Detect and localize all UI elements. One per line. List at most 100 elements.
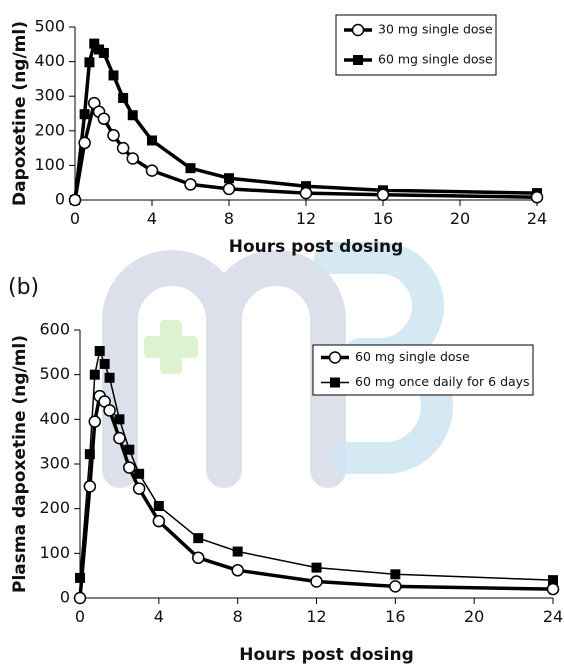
data-point [114,414,125,425]
data-point [123,461,136,474]
data-point [78,136,91,150]
y-tick-label: 0 [60,588,70,607]
legend-item: 60 mg once daily for 6 days [321,374,530,389]
chart-panel-1: 0 100 200 300 400 500 0 4 8 12 16 20 24 Hours post do… [10,14,547,257]
series-1 [68,96,544,207]
y-tick-label: 500 [34,17,65,36]
data-point [118,92,129,103]
x-tick-label: 12 [296,209,316,228]
data-point [107,129,120,142]
legend-label: 30 mg single dose [378,22,493,37]
x-tick-label: 4 [154,607,164,626]
data-point [103,404,116,417]
data-point [389,580,402,593]
data-point [75,572,85,583]
data-point [124,444,135,455]
x-tick-label: 12 [306,607,326,626]
data-point [311,562,322,573]
chart-panel-2: (b) 0 100 200 300 400 500 600 0 4 8 12 16 20 24 Hours p… [8,275,563,664]
data-point [98,47,109,58]
legend-item: 60 mg single dose [321,349,470,364]
watermark-cross-shape [144,320,198,374]
data-point [89,38,100,49]
data-point [113,431,126,445]
data-point [145,164,159,177]
data-point [376,188,390,202]
x-axis-title: Hours post dosing [239,645,414,664]
y-tick-label: 0 [55,190,65,209]
legend-marker [353,55,363,65]
data-point [530,190,544,204]
data-point [84,449,95,460]
y-tick-label: 200 [34,120,65,139]
data-point [79,109,90,120]
data-point [152,514,166,528]
legend-marker [351,23,365,37]
legend-marker [330,377,340,388]
data-point [192,551,205,565]
panel-label: (b) [8,275,39,300]
data-point [134,468,145,479]
data-point [88,415,102,428]
series-1 [73,389,560,605]
data-point [127,110,138,121]
data-point [184,178,197,191]
x-tick-label: 8 [224,209,234,228]
y-tick-label: 400 [39,409,70,428]
y-tick-label: 300 [39,454,70,473]
watermark-m-shape [102,250,346,488]
data-point [185,163,196,174]
data-point [94,345,105,356]
data-point [153,500,164,511]
data-point [222,182,236,196]
data-point [231,564,244,577]
legend-box [335,14,497,76]
legend-label: 60 mg single dose [355,349,470,364]
data-point [546,582,560,596]
data-point [116,141,130,155]
legend-label: 60 mg once daily for 6 days [355,374,530,389]
legend-label: 60 mg single dose [378,52,493,67]
legend-box [312,344,534,396]
data-point [548,575,558,586]
x-tick-label: 24 [543,607,563,626]
series-2 [75,345,558,586]
x-tick-label: 24 [527,209,547,228]
y-tick-label: 200 [39,498,70,517]
legend-item: 30 mg single dose [344,22,493,37]
data-point [132,482,146,495]
data-point [126,152,139,165]
x-tick-label: 4 [147,209,157,228]
data-point [97,112,111,125]
data-point [224,173,234,184]
legend: 60 mg single dose 60 mg once daily for 6 … [312,344,534,396]
x-tick-label: 16 [373,209,393,228]
legend-item: 60 mg single dose [344,52,493,67]
data-point [390,569,401,580]
y-tick-label: 600 [39,320,70,339]
data-point [68,193,82,207]
y-tick-label: 100 [39,543,70,562]
legend-marker [328,351,342,364]
data-point [193,533,204,544]
y-axis-title: Plasma dapoxetine (ng/ml) [10,335,30,593]
x-tick-label: 16 [385,607,405,626]
data-point [84,57,95,68]
data-point [108,70,119,81]
data-point [99,358,110,369]
y-tick-label: 400 [34,51,65,70]
data-point [147,135,157,146]
data-point [89,369,100,380]
data-point [232,546,243,557]
x-tick-label: 20 [450,209,470,228]
data-point [104,372,115,383]
data-point [301,181,311,192]
data-point [83,480,97,493]
data-point [310,575,323,588]
x-tick-label: 0 [70,209,80,228]
x-tick-label: 20 [464,607,484,626]
y-tick-label: 300 [34,86,65,105]
x-tick-label: 8 [233,607,243,626]
legend: 30 mg single dose 60 mg single dose [335,14,497,76]
